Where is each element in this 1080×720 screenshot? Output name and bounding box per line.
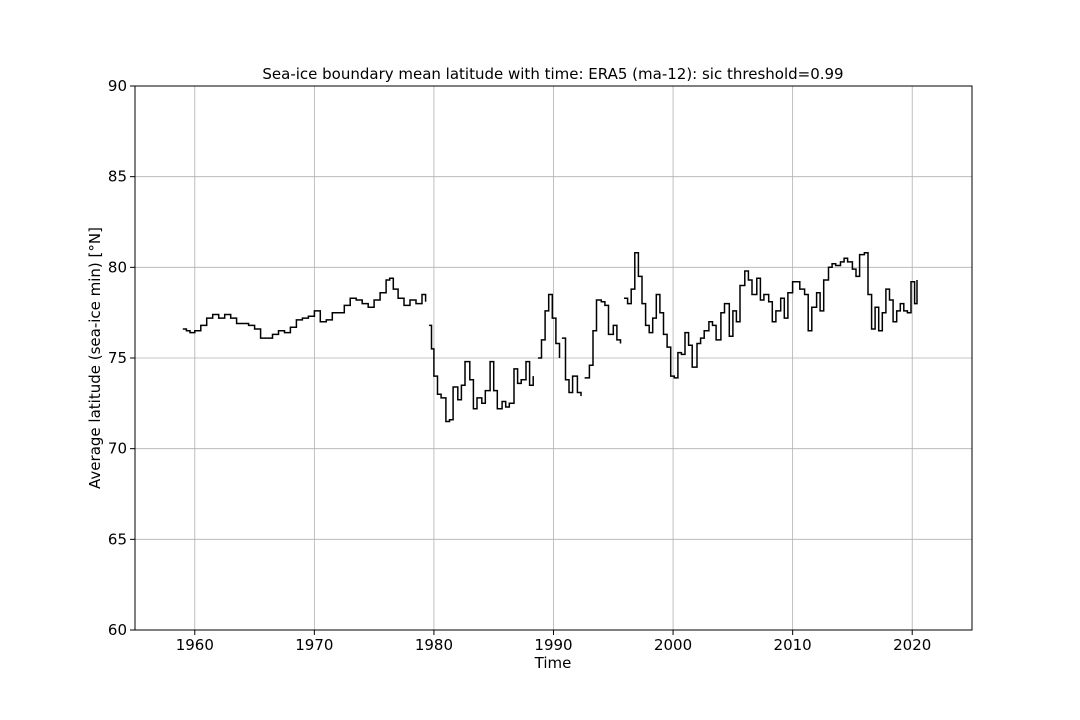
grid <box>135 85 972 631</box>
series-line-segment <box>429 324 534 423</box>
y-tick-label: 75 <box>108 349 127 367</box>
series-line-segment <box>584 299 622 379</box>
series-line-segment <box>561 337 582 397</box>
x-tick-label: 2010 <box>774 636 812 654</box>
y-axis-label: Average latitude (sea-ice min) [°N] <box>86 227 104 489</box>
x-tick-label: 1970 <box>295 636 333 654</box>
y-tick-label: 90 <box>108 77 127 95</box>
y-tick-label: 65 <box>108 530 127 548</box>
series-line-segment <box>182 277 427 339</box>
x-tick-label: 2020 <box>893 636 931 654</box>
axis-ticks: 1960 1970 1980 1990 2000 2010 2020 60 65 70 75 80 85… <box>108 77 931 654</box>
y-tick-label: 85 <box>108 168 127 186</box>
series-line-segment <box>538 293 561 359</box>
y-tick-label: 60 <box>108 621 127 639</box>
y-tick-label: 70 <box>108 440 127 458</box>
chart-title: Sea-ice boundary mean latitude with time… <box>262 65 843 83</box>
series-line-segment <box>624 252 918 379</box>
x-tick-label: 2000 <box>654 636 692 654</box>
x-axis-label: Time <box>534 654 572 672</box>
x-tick-label: 1980 <box>415 636 453 654</box>
x-tick-label: 1990 <box>534 636 572 654</box>
series-latitude <box>182 252 918 423</box>
x-tick-label: 1960 <box>176 636 214 654</box>
y-tick-label: 80 <box>108 258 127 276</box>
